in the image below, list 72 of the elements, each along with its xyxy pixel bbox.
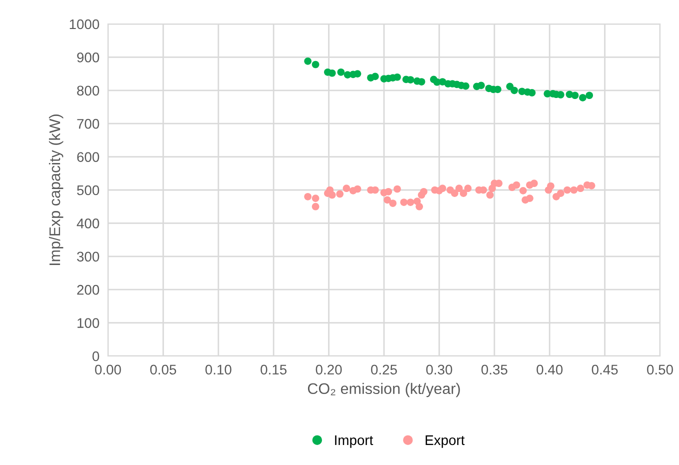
point <box>328 69 336 77</box>
point <box>394 73 401 81</box>
point <box>312 194 320 202</box>
point <box>420 188 428 196</box>
point <box>510 86 518 94</box>
point <box>547 182 554 190</box>
y-axis-title: Imp/Exp capacity (kW) <box>48 114 64 265</box>
point <box>342 184 350 192</box>
legend-label: Import <box>335 435 374 448</box>
x-tick-label: 0.30 <box>426 364 452 375</box>
x-tick-label: 0.15 <box>260 364 287 375</box>
y-tick-label: 300 <box>77 252 100 262</box>
point <box>579 94 586 102</box>
x-tick-label: 0.10 <box>205 364 232 375</box>
x-tick-label: 0.25 <box>371 364 397 375</box>
point <box>354 70 362 78</box>
point <box>304 58 312 65</box>
point <box>576 184 584 192</box>
y-tick-label: 900 <box>77 52 100 62</box>
x-tick-label: 0.00 <box>95 364 121 375</box>
point <box>450 190 458 197</box>
point <box>464 184 472 192</box>
point <box>455 184 463 192</box>
point <box>418 78 426 86</box>
x-tick-label: 0.05 <box>150 364 176 375</box>
y-tick-label: 400 <box>76 218 100 228</box>
point <box>394 185 401 193</box>
point <box>526 194 534 202</box>
point <box>384 188 392 196</box>
legend-label: Export <box>426 435 465 448</box>
point <box>512 181 520 189</box>
point <box>586 92 594 100</box>
point <box>588 182 596 190</box>
x-tick-label: 0.20 <box>316 364 342 375</box>
x-tick-label: 0.50 <box>647 364 673 375</box>
y-tick-label: 0 <box>92 351 100 362</box>
point <box>460 190 468 197</box>
x-axis-title: CO₂ emission (kt/year) <box>308 382 460 398</box>
point <box>528 89 536 96</box>
y-tick-label: 800 <box>77 86 100 96</box>
point <box>371 72 379 80</box>
x-tick-label: 0.35 <box>481 364 508 375</box>
point <box>486 191 494 199</box>
point <box>312 60 320 68</box>
y-tick-label: 1000 <box>70 19 100 30</box>
point <box>400 198 408 206</box>
y-tick-label: 500 <box>77 185 100 196</box>
point <box>389 200 397 207</box>
y-tick-label: 600 <box>77 152 100 162</box>
point <box>336 190 344 198</box>
point <box>384 196 391 204</box>
y-tick-label: 100 <box>78 318 100 328</box>
point <box>477 82 485 90</box>
x-tick-label: 0.45 <box>592 364 618 375</box>
y-tick-label: 700 <box>77 118 100 129</box>
point <box>571 92 579 100</box>
point <box>530 180 538 188</box>
point <box>416 202 423 210</box>
point <box>564 186 571 194</box>
point <box>337 68 345 76</box>
x-tick-label: 0.40 <box>536 364 563 375</box>
point <box>354 185 362 193</box>
point <box>570 186 578 194</box>
point <box>304 192 312 200</box>
point <box>462 82 470 90</box>
point <box>328 191 336 199</box>
y-tick-label: 200 <box>77 284 100 295</box>
point <box>406 198 414 206</box>
point <box>519 186 527 194</box>
point <box>556 190 564 197</box>
point <box>438 184 446 192</box>
point <box>312 202 320 210</box>
